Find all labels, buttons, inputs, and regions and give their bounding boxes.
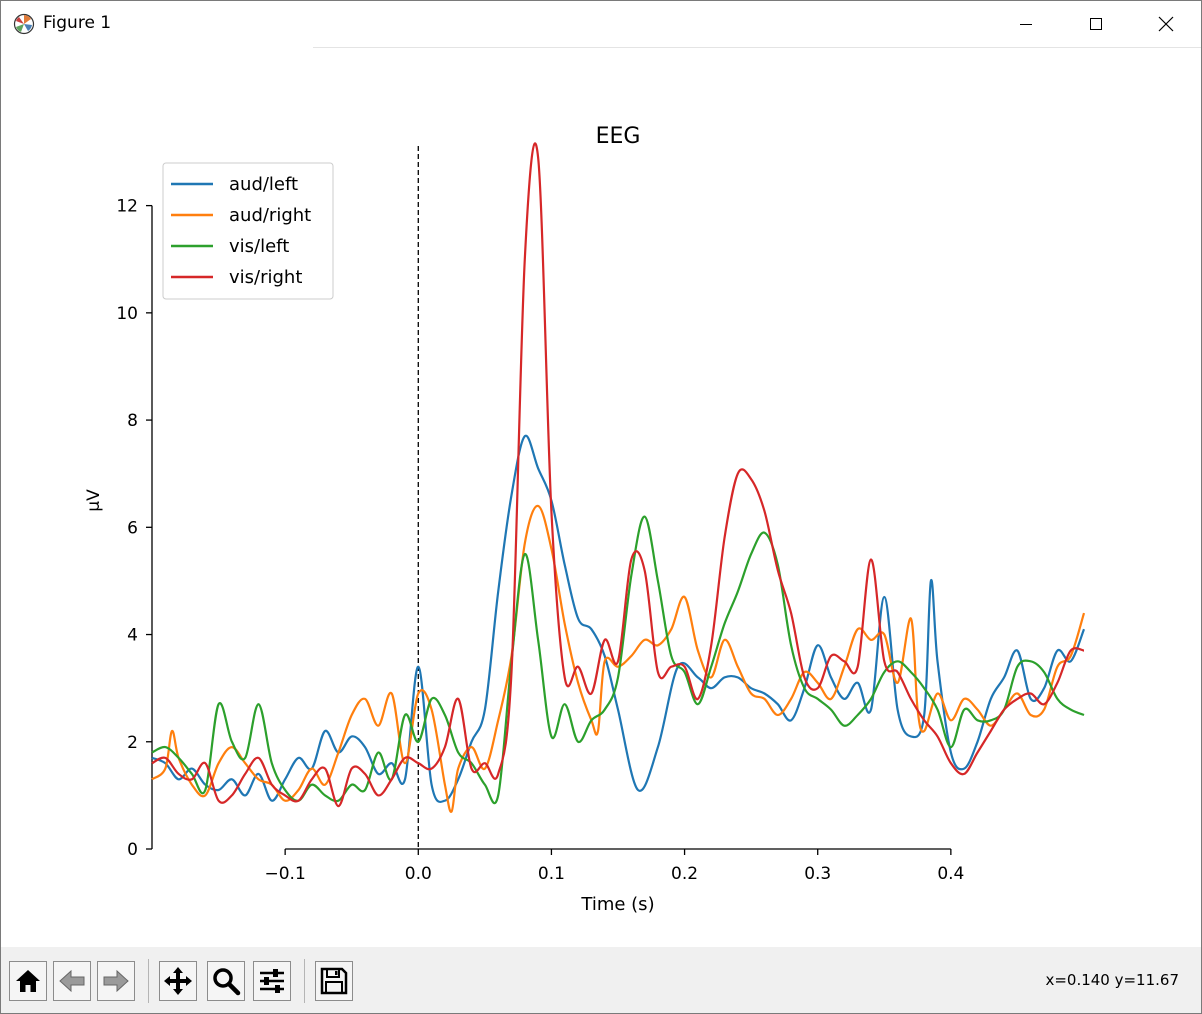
y-tick-label: 0	[127, 840, 138, 860]
legend-box	[162, 162, 334, 300]
x-tick-label: 0.4	[937, 864, 964, 884]
back-button[interactable]	[53, 961, 91, 1001]
x-tick-label: −0.1	[265, 864, 306, 884]
minimize-icon	[1020, 24, 1032, 25]
x-tick-label: 0.2	[671, 864, 698, 884]
x-tick-label: 0.3	[804, 864, 831, 884]
y-tick-label: 10	[116, 304, 138, 324]
home-button[interactable]	[9, 961, 47, 1001]
zoom-button[interactable]	[207, 961, 245, 1001]
title-bar-divider	[313, 47, 1201, 48]
series-line-aud-right	[151, 504, 1086, 813]
save-icon	[320, 967, 348, 995]
series-line-aud-left	[151, 434, 1086, 804]
x-tick-label: 0.1	[538, 864, 565, 884]
maximize-button[interactable]	[1061, 1, 1131, 47]
series-line-vis-right	[151, 142, 1085, 808]
y-tick-label: 8	[127, 411, 138, 431]
cursor-coordinates: x=0.140 y=11.67	[1045, 971, 1179, 989]
minimize-button[interactable]	[991, 1, 1061, 47]
y-axis-label: µV	[84, 489, 104, 512]
y-tick-label: 6	[127, 518, 138, 538]
configure-subplots-button[interactable]	[253, 961, 291, 1001]
pan-button[interactable]	[159, 961, 197, 1001]
y-tick-label: 2	[127, 733, 138, 753]
matplotlib-icon	[13, 13, 35, 35]
close-button[interactable]	[1131, 1, 1201, 47]
forward-arrow-icon	[103, 969, 129, 993]
title-bar[interactable]: Figure 1	[1, 1, 1201, 47]
eeg-chart[interactable]: EEG 0 2 4 6 8 10 12 µV −0.1 0.0 0.1 0.2 0.3 0.4 Time (s…	[1, 48, 1201, 946]
save-button[interactable]	[315, 961, 353, 1001]
forward-button[interactable]	[97, 961, 135, 1001]
legend-label: aud/left	[229, 174, 298, 195]
toolbar-separator	[148, 959, 149, 1003]
legend-label: vis/left	[229, 236, 289, 257]
home-icon	[16, 970, 40, 992]
y-tick-label: 4	[127, 626, 138, 646]
toolbar-separator	[304, 959, 305, 1003]
navigation-toolbar: x=0.140 y=11.67	[1, 947, 1201, 1013]
chart-title: EEG	[596, 124, 641, 149]
x-axis-label: Time (s)	[580, 894, 654, 915]
zoom-icon	[213, 968, 241, 996]
back-arrow-icon	[59, 969, 85, 993]
x-tick-label: 0.0	[405, 864, 432, 884]
pan-icon	[164, 967, 192, 995]
window-title: Figure 1	[43, 13, 112, 33]
close-icon	[1158, 16, 1174, 32]
maximize-icon	[1090, 18, 1102, 30]
y-tick-label: 12	[116, 197, 138, 217]
series-line-vis-left	[151, 515, 1085, 805]
legend-label: aud/right	[229, 205, 311, 226]
legend-label: vis/right	[229, 267, 302, 288]
configure-subplots-icon	[260, 969, 284, 993]
figure-canvas[interactable]: EEG 0 2 4 6 8 10 12 µV −0.1 0.0 0.1 0.2 0.3 0.4 Time (s…	[1, 48, 1201, 946]
